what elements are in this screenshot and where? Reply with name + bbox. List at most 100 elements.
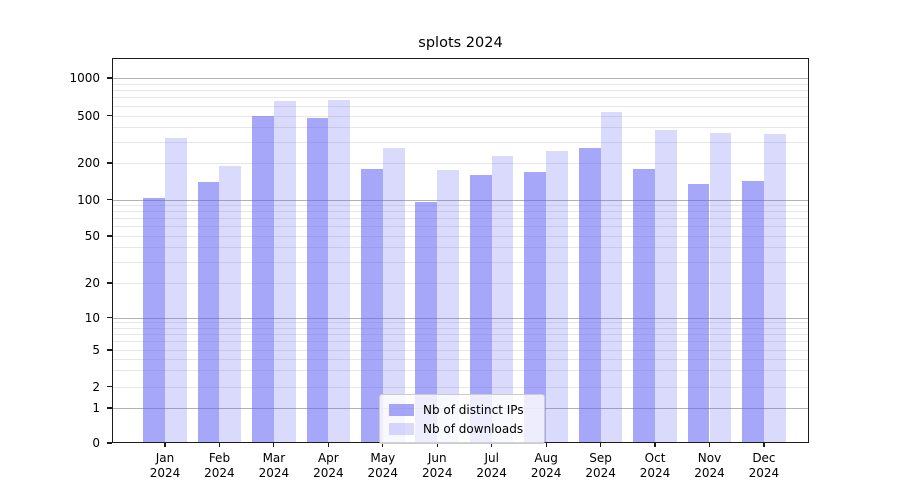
y-tick-mark <box>107 349 112 351</box>
legend-label-downloads: Nb of downloads <box>423 421 524 436</box>
bar-distinct-ips <box>524 171 547 443</box>
y-tick-label: 20 <box>84 276 100 290</box>
bar-downloads <box>219 165 242 443</box>
minor-gridline <box>112 127 809 129</box>
bar-downloads <box>546 151 568 443</box>
y-tick-label: 5 <box>92 343 100 357</box>
x-tick-mark <box>600 443 602 447</box>
x-tick-label: Apr 2024 <box>298 451 358 481</box>
x-tick-year: 2024 <box>421 466 453 480</box>
x-tick-label: Sep 2024 <box>571 451 631 481</box>
x-tick-year: 2024 <box>530 466 562 480</box>
legend-item-downloads: Nb of downloads <box>389 419 535 438</box>
minor-gridline <box>112 218 809 220</box>
x-tick-label: Mar 2024 <box>244 451 304 481</box>
x-tick-mark <box>218 443 221 447</box>
y-tick-mark <box>107 114 112 117</box>
minor-gridline <box>112 334 809 336</box>
x-tick-month: Jul <box>484 451 499 465</box>
bar-distinct-ips <box>742 181 764 443</box>
bar-distinct-ips <box>633 169 656 443</box>
y-tick-mark <box>107 235 112 237</box>
bar-downloads <box>328 100 351 443</box>
minor-gridline <box>112 211 809 213</box>
minor-gridline <box>112 283 809 284</box>
x-tick-month: Mar <box>262 451 286 465</box>
x-tick-month: May <box>370 451 396 465</box>
minor-gridline <box>112 341 809 343</box>
x-tick-mark <box>436 443 438 447</box>
bar-downloads <box>273 101 296 443</box>
x-tick-month: Dec <box>752 451 776 465</box>
minor-gridline <box>112 386 809 388</box>
x-tick-year: 2024 <box>258 466 290 480</box>
x-tick-year: 2024 <box>639 466 671 480</box>
x-tick-label: Nov 2024 <box>680 451 740 481</box>
x-tick-month: Sep <box>589 451 612 465</box>
x-tick-label: Feb 2024 <box>189 451 249 481</box>
x-tick-label: Jul 2024 <box>462 451 522 481</box>
x-tick-label: Dec 2024 <box>734 451 794 481</box>
y-tick-mark <box>107 77 112 79</box>
x-tick-year: 2024 <box>149 466 181 480</box>
x-tick-label: Oct 2024 <box>625 451 685 481</box>
minor-gridline <box>112 205 809 207</box>
minor-gridline <box>112 327 809 329</box>
minor-gridline <box>112 97 809 99</box>
x-tick-mark <box>164 443 166 447</box>
chart-title: splots 2024 <box>418 35 503 51</box>
minor-gridline <box>112 105 809 107</box>
x-tick-year: 2024 <box>694 466 725 480</box>
y-tick-mark <box>107 407 112 409</box>
x-tick-month: Nov <box>697 451 722 465</box>
x-tick-year: 2024 <box>476 466 507 480</box>
bar-downloads <box>165 137 187 443</box>
legend: Nb of distinct IPs Nb of downloads <box>379 394 545 444</box>
minor-gridline <box>112 262 809 264</box>
bar-downloads <box>600 111 623 443</box>
x-tick-label: Aug 2024 <box>516 451 576 481</box>
bar-downloads <box>491 155 514 443</box>
major-gridline <box>112 78 809 79</box>
y-tick-mark <box>107 198 112 201</box>
y-tick-label: 100 <box>77 192 100 207</box>
major-gridline <box>112 199 809 201</box>
y-tick-label: 200 <box>77 156 100 170</box>
minor-gridline <box>112 322 809 324</box>
y-tick-mark <box>107 162 112 164</box>
bar-downloads <box>709 132 732 443</box>
x-tick-label: May 2024 <box>353 451 413 481</box>
y-tick-label: 10 <box>84 310 100 325</box>
bar-distinct-ips <box>361 168 383 443</box>
x-tick-label: Jun 2024 <box>407 451 467 481</box>
x-tick-month: Jan <box>155 451 175 465</box>
minor-gridline <box>112 247 809 249</box>
minor-gridline <box>112 90 809 92</box>
bar-distinct-ips <box>687 183 710 443</box>
x-tick-label: Jan 2024 <box>135 451 195 481</box>
x-tick-month: Apr <box>317 451 339 465</box>
minor-gridline <box>112 358 809 360</box>
legend-label-distinct-ips: Nb of distinct IPs <box>423 402 524 417</box>
minor-gridline <box>112 236 809 237</box>
y-tick-mark <box>107 316 112 319</box>
bar-distinct-ips <box>197 181 220 443</box>
y-tick-label: 1000 <box>69 71 100 85</box>
bar-distinct-ips <box>143 197 165 443</box>
bar-distinct-ips <box>578 148 601 443</box>
legend-swatch-ips-icon <box>389 403 414 416</box>
x-tick-month: Aug <box>534 451 558 465</box>
legend-item-distinct-ips: Nb of distinct IPs <box>389 400 535 419</box>
bar-distinct-ips <box>306 118 329 443</box>
x-tick-mark <box>763 443 765 447</box>
x-tick-month: Oct <box>644 451 666 465</box>
x-tick-mark <box>327 443 329 447</box>
x-tick-month: Jun <box>427 451 447 465</box>
y-tick-label: 1 <box>92 401 100 415</box>
x-tick-mark <box>382 443 384 447</box>
x-tick-year: 2024 <box>313 466 344 480</box>
y-tick-mark <box>107 385 112 388</box>
x-tick-mark <box>654 443 656 447</box>
bar-distinct-ips <box>469 174 492 443</box>
